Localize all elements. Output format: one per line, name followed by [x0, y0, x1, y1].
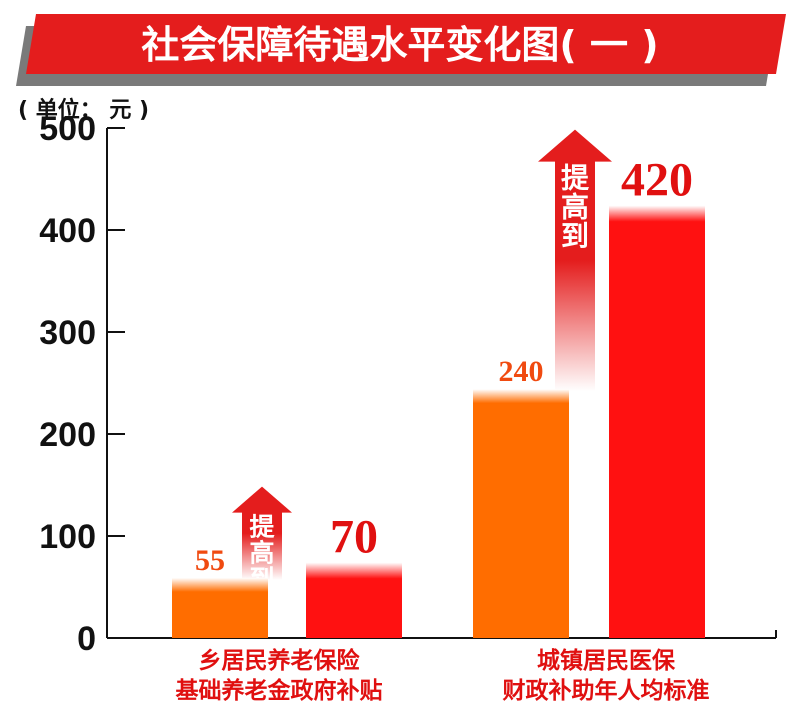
- arrow-label-char: 提: [249, 513, 275, 542]
- y-axis: 0 100 200 300 400 500: [39, 110, 777, 658]
- y-tick-label: 500: [39, 110, 96, 148]
- raise-arrow: [538, 129, 612, 392]
- chart-title: 社会保障待遇水平变化图( 一 ): [141, 23, 658, 67]
- title-banner: 社会保障待遇水平变化图( 一 ): [16, 14, 786, 86]
- unit-label: ( 单位： 元 ): [18, 97, 149, 123]
- y-tick-label: 300: [39, 314, 96, 352]
- value-label-new: 70: [330, 511, 378, 564]
- y-tick-label: 100: [39, 518, 96, 556]
- y-tick-label: 400: [39, 212, 96, 250]
- bars: [172, 205, 705, 638]
- y-tick-label: 200: [39, 416, 96, 454]
- y-tick-label: 0: [77, 620, 96, 658]
- bar-new-cap: [306, 562, 402, 579]
- bar-old-cap: [172, 577, 268, 592]
- banner-body: [26, 14, 786, 74]
- value-label-new: 420: [621, 154, 693, 207]
- category-label-line: 城镇居民医保: [537, 647, 676, 674]
- arrow-label-char: 到: [561, 220, 589, 253]
- bar-new: [609, 209, 705, 638]
- raise-arrow: [232, 486, 292, 580]
- arrow-label-char: 高: [561, 191, 589, 224]
- arrows: 提高到提高到: [232, 129, 612, 594]
- category-label-line: 基础养老金政府补贴: [176, 677, 383, 704]
- bar-old-cap: [473, 389, 569, 404]
- bar-new-cap: [609, 205, 705, 222]
- bar-old: [473, 393, 569, 638]
- category-label-line: 乡居民养老保险: [199, 647, 361, 674]
- value-label-old: 55: [195, 544, 225, 577]
- arrow-label-char: 提: [561, 162, 590, 195]
- value-label-old: 240: [499, 355, 544, 388]
- category-label-line: 财政补助年人均标准: [503, 677, 710, 704]
- arrow-label-char: 高: [249, 539, 274, 568]
